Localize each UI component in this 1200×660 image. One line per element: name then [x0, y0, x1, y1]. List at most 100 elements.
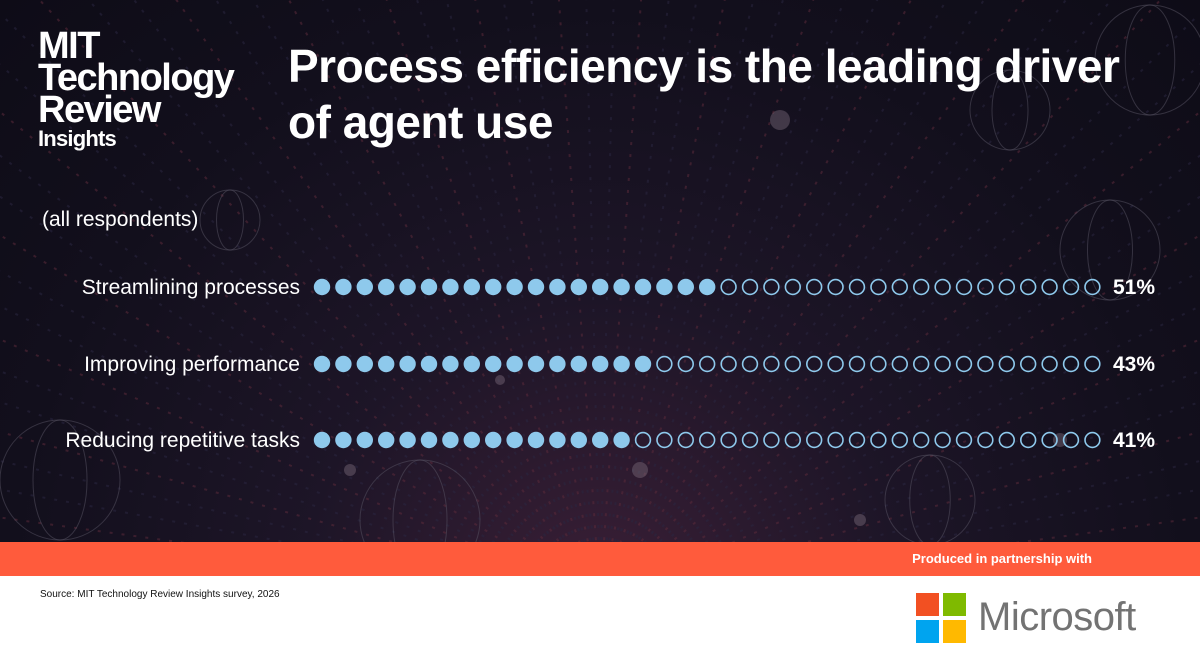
filled-dot [356, 431, 373, 449]
empty-dot [955, 431, 973, 449]
filled-dot [613, 431, 630, 449]
value-label: 51% [1113, 276, 1155, 299]
empty-dot [634, 431, 652, 449]
empty-dot [998, 431, 1015, 449]
empty-dot [934, 355, 951, 373]
category-label: Improving performance [84, 353, 300, 376]
chart-title: Process efficiency is the leading driver… [288, 40, 1120, 148]
microsoft-squares-icon [916, 593, 966, 643]
empty-dot [741, 278, 759, 296]
empty-dot [1084, 278, 1101, 296]
logo-line-1: MIT [38, 25, 100, 67]
filled-dot [570, 431, 587, 449]
filled-dot [485, 431, 502, 449]
filled-dot [420, 278, 438, 296]
value-label: 41% [1113, 429, 1155, 452]
filled-dot [399, 355, 416, 373]
empty-dot [934, 278, 951, 296]
empty-dot [1084, 431, 1101, 449]
empty-dot [656, 355, 673, 373]
filled-dot [613, 278, 630, 296]
filled-dot [527, 355, 545, 373]
microsoft-wordmark: Microsoft [978, 595, 1136, 639]
empty-dot [870, 431, 887, 449]
empty-dot [1019, 355, 1037, 373]
empty-dot [720, 355, 737, 373]
filled-dot [506, 278, 523, 296]
filled-dot [399, 431, 416, 449]
filled-dot [527, 431, 545, 449]
empty-dot [1062, 431, 1080, 449]
filled-dot [570, 355, 587, 373]
filled-dot [699, 278, 716, 296]
ms-square-red [916, 593, 939, 616]
filled-dot [378, 355, 395, 373]
filled-dot [378, 431, 395, 449]
filled-dot [335, 431, 352, 449]
empty-dot [805, 278, 823, 296]
filled-dot [549, 431, 566, 449]
filled-dot [463, 278, 480, 296]
empty-dot [720, 431, 737, 449]
empty-dot [891, 278, 908, 296]
empty-dot [891, 431, 908, 449]
filled-dot [442, 278, 459, 296]
filled-dot [656, 278, 673, 296]
filled-dot [463, 431, 480, 449]
filled-dot [378, 278, 395, 296]
logo-line-4: Insights [38, 126, 117, 151]
empty-dot [977, 355, 994, 373]
empty-dot [870, 278, 887, 296]
empty-dot [827, 431, 844, 449]
empty-dot [741, 355, 759, 373]
empty-dot [912, 355, 930, 373]
filled-dot [634, 278, 652, 296]
filled-dot [570, 278, 587, 296]
filled-dot [485, 278, 502, 296]
filled-dot [313, 278, 331, 296]
empty-dot [1062, 355, 1080, 373]
filled-dot [420, 355, 438, 373]
value-label: 43% [1113, 353, 1155, 376]
empty-dot [805, 355, 823, 373]
filled-dot [420, 431, 438, 449]
empty-dot [805, 431, 823, 449]
filled-dot [313, 355, 331, 373]
category-label: Reducing repetitive tasks [65, 429, 300, 452]
filled-dot [463, 355, 480, 373]
empty-dot [720, 278, 737, 296]
filled-dot [592, 431, 609, 449]
microsoft-logo: Microsoft [916, 593, 1156, 645]
empty-dot [698, 431, 716, 449]
empty-dot [870, 355, 887, 373]
ms-square-yellow [943, 620, 966, 643]
empty-dot [677, 355, 694, 373]
chart-subtitle: (all respondents) [42, 208, 199, 231]
empty-dot [656, 431, 673, 449]
filled-dot [506, 431, 523, 449]
empty-dot [763, 278, 780, 296]
empty-dot [1041, 278, 1058, 296]
partner-text: Produced in partnership with [912, 551, 1092, 566]
empty-dot [848, 431, 866, 449]
empty-dot [912, 431, 930, 449]
empty-dot [998, 355, 1015, 373]
empty-dot [827, 278, 844, 296]
category-label: Streamlining processes [82, 276, 300, 299]
filled-dot [592, 355, 609, 373]
empty-dot [784, 355, 801, 373]
filled-dot [634, 355, 652, 373]
empty-dot [955, 355, 973, 373]
filled-dot [442, 355, 459, 373]
empty-dot [848, 278, 866, 296]
source-note: Source: MIT Technology Review Insights s… [40, 589, 280, 600]
empty-dot [698, 355, 716, 373]
empty-dot [912, 278, 930, 296]
partner-band: Produced in partnership with [0, 542, 1200, 576]
empty-dot [1019, 278, 1037, 296]
filled-dot [677, 278, 694, 296]
logo-line-3: Review [38, 89, 161, 131]
empty-dot [784, 431, 801, 449]
empty-dot [891, 355, 908, 373]
filled-dot [592, 278, 609, 296]
